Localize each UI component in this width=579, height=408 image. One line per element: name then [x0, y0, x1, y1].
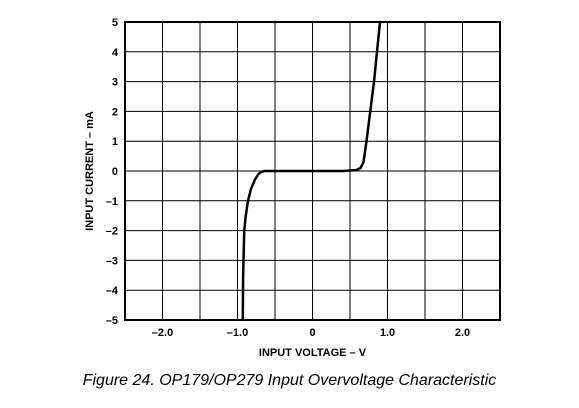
y-tick-label: –2	[106, 226, 118, 238]
x-tick-label: –1.0	[227, 327, 248, 339]
y-tick-label: 0	[112, 166, 118, 178]
x-tick-label: 2.0	[455, 327, 470, 339]
y-tick-label: –5	[106, 315, 118, 327]
y-tick-labels: 5 4 3 2 1 0 –1 –2 –3 –4 –5	[106, 17, 119, 327]
y-tick-label: 2	[112, 106, 118, 118]
x-tick-labels: –2.0 –1.0 0 1.0 2.0	[152, 327, 470, 339]
chart: –2.0 –1.0 0 1.0 2.0 5 4 3 2 1 0 –1 –2 –3 –4 –5 INPUT V…	[84, 17, 501, 359]
x-tick-label: 0	[309, 327, 315, 339]
y-axis-title: INPUT CURRENT – mA	[84, 111, 96, 231]
y-tick-label: 3	[112, 77, 118, 89]
y-tick-label: –4	[106, 285, 119, 297]
y-tick-label: 4	[112, 47, 119, 59]
y-tick-label: 1	[112, 136, 118, 148]
x-tick-label: 1.0	[380, 327, 395, 339]
y-tick-label: –1	[106, 196, 118, 208]
plot-frame	[124, 21, 501, 321]
y-tick-label: –3	[106, 255, 118, 267]
x-tick-label: –2.0	[152, 327, 173, 339]
figure-caption: Figure 24. OP179/OP279 Input Overvoltage…	[82, 372, 497, 389]
x-axis-title: INPUT VOLTAGE – V	[259, 347, 367, 359]
series-line-input-current	[241, 20, 382, 322]
y-tick-label: 5	[112, 17, 118, 29]
